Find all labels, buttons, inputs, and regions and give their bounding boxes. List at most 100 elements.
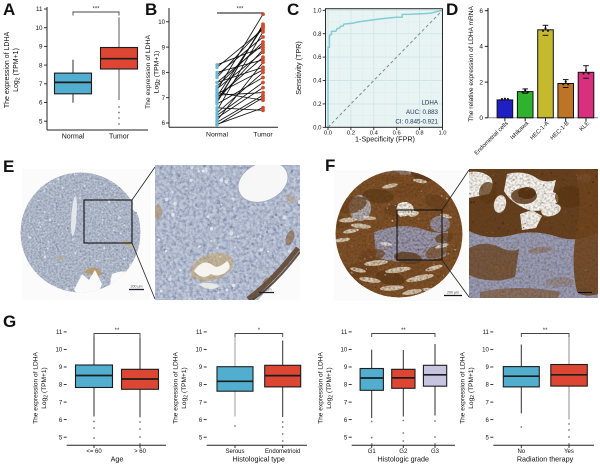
svg-text:Normal: Normal — [62, 134, 85, 141]
svg-text:Yes: Yes — [564, 449, 574, 455]
svg-text:0.0: 0.0 — [313, 125, 322, 131]
svg-text:The expression of LDHA: The expression of LDHA — [33, 351, 40, 423]
svg-text:0.0: 0.0 — [324, 131, 332, 137]
svg-text:0.4: 0.4 — [313, 79, 322, 85]
svg-text:***: *** — [236, 7, 244, 13]
svg-text:B: B — [145, 0, 157, 19]
svg-text:11: 11 — [196, 330, 203, 336]
svg-text:0.8: 0.8 — [313, 32, 322, 38]
svg-text:The expression of LDHA: The expression of LDHA — [145, 35, 152, 110]
svg-text:10: 10 — [482, 348, 489, 354]
svg-text:10: 10 — [196, 348, 203, 354]
svg-text:Radiation therapy: Radiation therapy — [517, 455, 574, 464]
svg-text:7: 7 — [485, 400, 489, 406]
svg-text:The expression of LDHA: The expression of LDHA — [173, 351, 180, 423]
svg-text:No: No — [517, 449, 525, 455]
svg-text:11: 11 — [56, 330, 63, 336]
svg-text:1-Specificity (FPR): 1-Specificity (FPR) — [355, 134, 415, 143]
svg-text:6: 6 — [199, 418, 203, 424]
svg-text:AUC: 0.883: AUC: 0.883 — [406, 109, 439, 116]
svg-text:10: 10 — [56, 348, 63, 354]
svg-text:5: 5 — [59, 435, 63, 441]
svg-text:9: 9 — [344, 365, 348, 371]
svg-text:Log2 (TPM+1): Log2 (TPM+1) — [41, 367, 49, 408]
svg-text:6: 6 — [59, 418, 63, 424]
svg-text:7: 7 — [39, 81, 43, 88]
svg-text:G3: G3 — [431, 449, 440, 455]
svg-text:6: 6 — [162, 120, 166, 127]
svg-text:11: 11 — [341, 330, 348, 336]
svg-text:5: 5 — [199, 435, 203, 441]
svg-text:5: 5 — [485, 435, 489, 441]
svg-text:Tumor: Tumor — [253, 132, 273, 139]
svg-text:A: A — [3, 0, 15, 19]
svg-text:0: 0 — [479, 115, 483, 122]
svg-text:7: 7 — [162, 95, 166, 102]
svg-text:6: 6 — [479, 8, 483, 15]
svg-text:Log2 (TPM+1): Log2 (TPM+1) — [468, 367, 476, 408]
svg-text:1.0: 1.0 — [438, 131, 446, 137]
svg-text:**: ** — [115, 328, 120, 334]
svg-text:5: 5 — [39, 118, 43, 125]
svg-text:<= 60: <= 60 — [86, 449, 102, 455]
svg-text:CI: 0.845-0.921: CI: 0.845-0.921 — [395, 119, 438, 126]
svg-text:Tumor: Tumor — [109, 134, 130, 141]
svg-text:D: D — [446, 0, 458, 19]
svg-text:10: 10 — [35, 25, 43, 32]
svg-text:G2: G2 — [399, 449, 408, 455]
svg-text:8: 8 — [485, 383, 489, 389]
svg-text:9: 9 — [199, 365, 203, 371]
svg-text:50 μm: 50 μm — [580, 288, 590, 292]
svg-text:4: 4 — [479, 44, 483, 51]
svg-text:Normal: Normal — [206, 132, 228, 139]
svg-text:10: 10 — [158, 19, 165, 26]
svg-text:7: 7 — [199, 400, 203, 406]
svg-text:Serous: Serous — [225, 449, 244, 455]
svg-text:> 60: > 60 — [134, 449, 147, 455]
svg-text:Histological type: Histological type — [233, 455, 285, 464]
svg-text:F: F — [325, 156, 335, 175]
svg-text:7: 7 — [344, 400, 348, 406]
svg-text:8: 8 — [199, 383, 203, 389]
svg-text:**: ** — [401, 328, 406, 334]
svg-text:***: *** — [92, 7, 100, 13]
svg-text:10: 10 — [341, 348, 348, 354]
svg-text:2: 2 — [479, 79, 483, 86]
svg-text:Sensitivity (TPR): Sensitivity (TPR) — [294, 41, 303, 95]
svg-text:E: E — [3, 157, 14, 176]
svg-text:Histologic grade: Histologic grade — [378, 455, 430, 464]
svg-text:Log2 (TPM+1): Log2 (TPM+1) — [13, 48, 21, 92]
svg-text:LDHA: LDHA — [421, 100, 438, 107]
svg-text:*: * — [258, 328, 261, 334]
svg-text:50 μm: 50 μm — [261, 287, 271, 291]
svg-text:0.6: 0.6 — [393, 131, 401, 137]
svg-text:The relative expression of LDH: The relative expression of LDHA mRNA — [468, 6, 475, 122]
svg-text:The expression of LDHA: The expression of LDHA — [4, 32, 11, 109]
svg-text:0.6: 0.6 — [313, 55, 322, 61]
svg-text:C: C — [287, 0, 299, 19]
svg-text:0.8: 0.8 — [416, 131, 424, 137]
svg-text:Log2 (TPM+1): Log2 (TPM+1) — [181, 367, 189, 408]
svg-text:Endometrioid: Endometrioid — [265, 449, 300, 455]
svg-text:G1: G1 — [368, 449, 377, 455]
svg-text:9: 9 — [162, 44, 166, 51]
svg-text:The expression of LDHA: The expression of LDHA — [318, 351, 325, 423]
svg-text:200 μm: 200 μm — [130, 284, 142, 288]
svg-text:Age: Age — [111, 455, 124, 464]
svg-text:0.4: 0.4 — [370, 131, 379, 137]
svg-text:0.2: 0.2 — [313, 102, 322, 108]
svg-text:Log2 (TPM+1): Log2 (TPM+1) — [154, 51, 162, 94]
svg-text:6: 6 — [39, 100, 43, 107]
svg-text:8: 8 — [39, 62, 43, 69]
svg-text:9: 9 — [59, 365, 63, 371]
svg-text:5: 5 — [344, 435, 348, 441]
svg-text:0.2: 0.2 — [347, 131, 355, 137]
svg-text:G: G — [3, 312, 16, 331]
svg-text:8: 8 — [162, 70, 166, 77]
svg-text:6: 6 — [485, 418, 489, 424]
svg-text:200 μm: 200 μm — [447, 291, 459, 295]
svg-text:**: ** — [543, 328, 548, 334]
svg-text:11: 11 — [483, 330, 490, 336]
svg-text:8: 8 — [344, 383, 348, 389]
svg-text:6: 6 — [344, 418, 348, 424]
